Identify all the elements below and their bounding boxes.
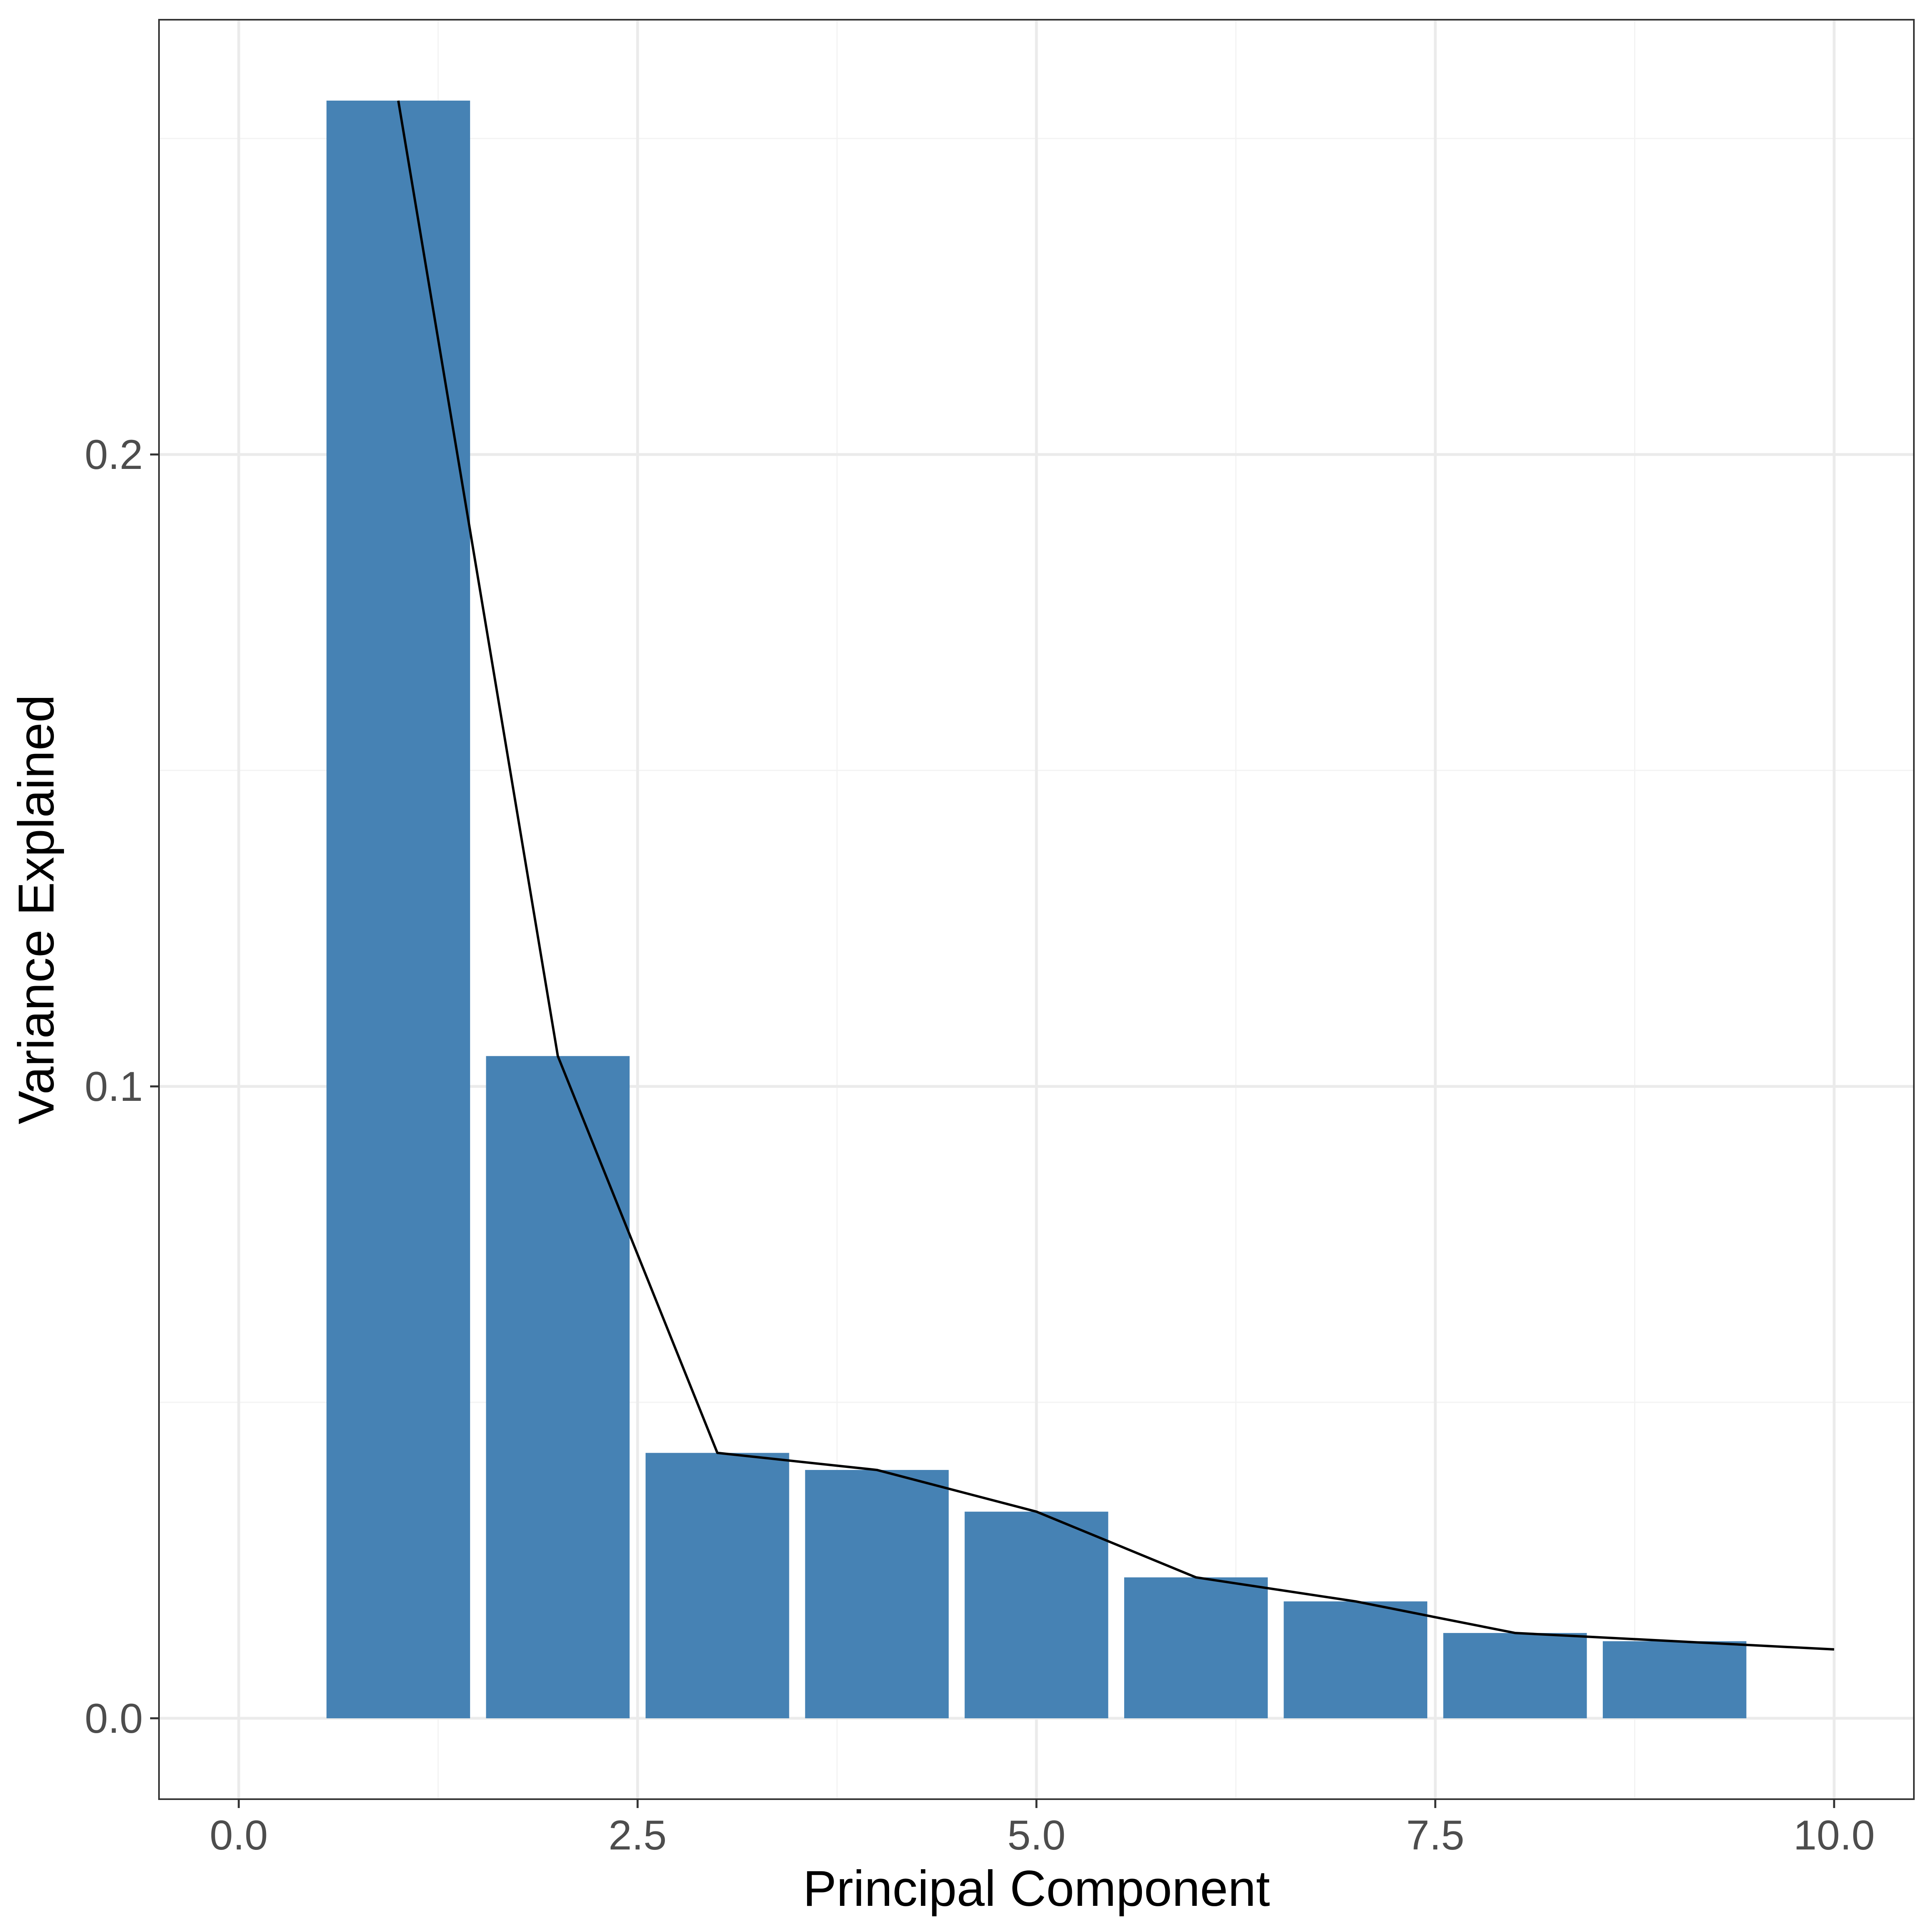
x-tick-label: 2.5	[609, 1812, 667, 1859]
x-axis-title: Principal Component	[803, 1861, 1270, 1917]
x-tick-label: 0.0	[210, 1812, 268, 1859]
bar-pc-6	[1124, 1577, 1268, 1719]
variance-line	[397, 100, 1834, 1651]
x-tick-label: 5.0	[1007, 1812, 1066, 1859]
bar-pc-9	[1603, 1641, 1746, 1719]
major-gridlines	[159, 20, 1914, 1799]
bar-pc-5	[964, 1511, 1108, 1719]
variance-bars	[326, 100, 1746, 1719]
y-tick-label: 0.1	[85, 1063, 143, 1110]
variance-line-path	[397, 100, 1834, 1651]
y-axis-title: Variance Explained	[8, 695, 64, 1125]
bar-pc-7	[1284, 1601, 1428, 1719]
y-tick-label: 0.0	[85, 1695, 143, 1742]
axis-ticks	[150, 453, 1835, 1808]
axis-tick-labels: 0.0 2.5 5.0 7.5 10.0 0.0 0.1 0.2	[85, 431, 1875, 1859]
x-tick-label: 10.0	[1794, 1812, 1875, 1859]
y-tick-label: 0.2	[85, 431, 143, 478]
bar-pc-3	[645, 1453, 789, 1719]
bar-pc-4	[805, 1470, 949, 1719]
bar-pc-2	[486, 1056, 630, 1719]
bar-pc-1	[326, 100, 470, 1719]
bar-pc-8	[1443, 1633, 1587, 1719]
x-tick-label: 7.5	[1406, 1812, 1465, 1859]
